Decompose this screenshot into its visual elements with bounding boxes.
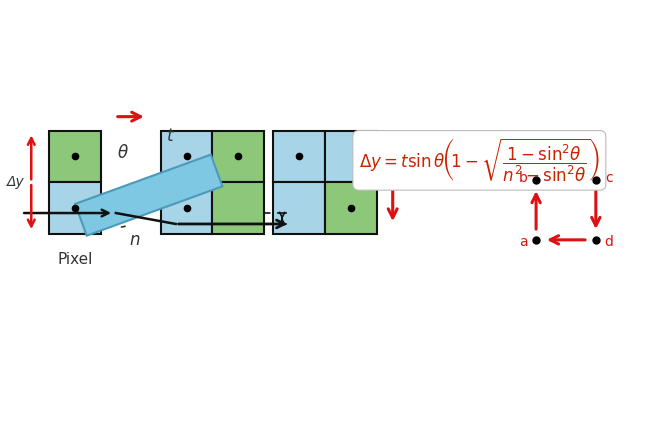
Bar bbox=[213, 131, 265, 182]
Bar bbox=[273, 182, 325, 234]
Text: $\Delta y = t\sin\theta\!\left(\!1 - \sqrt{\dfrac{1-\sin^2\!\theta}{n^2-\sin^2\!: $\Delta y = t\sin\theta\!\left(\!1 - \sq… bbox=[359, 136, 600, 184]
Polygon shape bbox=[75, 155, 222, 236]
Text: θ: θ bbox=[118, 145, 128, 162]
Bar bbox=[325, 182, 377, 234]
Text: Δy: Δy bbox=[6, 175, 24, 189]
Bar bbox=[325, 131, 377, 182]
Bar bbox=[273, 131, 325, 182]
Bar bbox=[49, 131, 101, 182]
Text: Pixel: Pixel bbox=[57, 252, 93, 267]
Text: n: n bbox=[129, 231, 140, 249]
Bar bbox=[161, 182, 213, 234]
Text: a: a bbox=[519, 235, 527, 249]
Text: c: c bbox=[605, 171, 612, 185]
Bar bbox=[161, 131, 213, 182]
Bar bbox=[49, 182, 101, 234]
Text: t: t bbox=[168, 127, 174, 145]
Bar bbox=[213, 182, 265, 234]
Text: d: d bbox=[604, 235, 613, 249]
Text: b: b bbox=[519, 171, 528, 185]
